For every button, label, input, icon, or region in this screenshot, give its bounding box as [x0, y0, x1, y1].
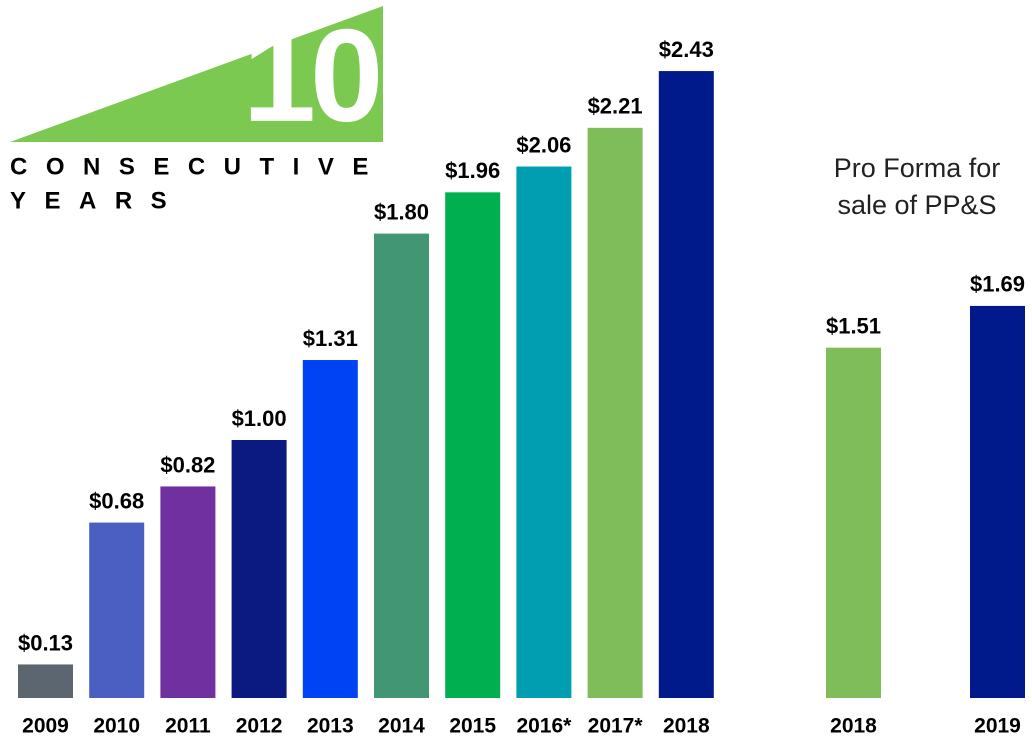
- bar: [970, 305, 1025, 698]
- bar: [658, 71, 714, 698]
- x-tick-label: 2017*: [588, 715, 644, 738]
- badge-line2: YEARS: [10, 187, 185, 214]
- bar: [18, 664, 73, 698]
- bar: [826, 347, 881, 698]
- chart-title: sale of PP&S: [837, 190, 996, 220]
- badge-line1: CONSECUTIVE: [10, 153, 387, 180]
- x-tick-label: 2011: [165, 715, 211, 738]
- value-label: $1.96: [445, 158, 500, 183]
- bar: [302, 360, 358, 698]
- value-label: $1.80: [374, 199, 429, 224]
- bar: [445, 192, 501, 698]
- bar: [89, 522, 145, 698]
- value-label: $2.06: [516, 132, 571, 157]
- bar: [374, 233, 429, 698]
- x-tick-label: 2018: [830, 715, 877, 738]
- value-label: $0.13: [18, 630, 73, 655]
- x-tick-label: 2013: [307, 715, 354, 738]
- value-label: $1.31: [303, 326, 358, 351]
- value-label: $1.69: [970, 272, 1025, 297]
- value-label: $2.21: [588, 94, 643, 119]
- x-tick-label: 2019: [974, 715, 1021, 738]
- bar: [160, 486, 216, 698]
- chart-title: Pro Forma for: [834, 153, 1001, 183]
- x-tick-label: 2009: [22, 715, 69, 738]
- value-label: $0.68: [89, 488, 144, 513]
- x-tick-label: 2010: [93, 715, 140, 738]
- x-tick-label: 2014: [378, 715, 425, 738]
- value-label: $0.82: [160, 452, 215, 477]
- bar: [516, 166, 572, 698]
- badge-triangle: [10, 6, 383, 142]
- bar: [587, 127, 643, 698]
- x-tick-label: 2015: [449, 715, 496, 738]
- bar: [231, 440, 287, 698]
- value-label: $1.00: [232, 406, 287, 431]
- x-tick-label: 2012: [236, 715, 283, 738]
- x-tick-label: 2016*: [516, 715, 572, 738]
- value-label: $2.43: [659, 37, 714, 62]
- x-tick-label: 2018: [663, 715, 710, 738]
- badge-number: 10: [243, 2, 378, 149]
- value-label: $1.51: [826, 313, 881, 338]
